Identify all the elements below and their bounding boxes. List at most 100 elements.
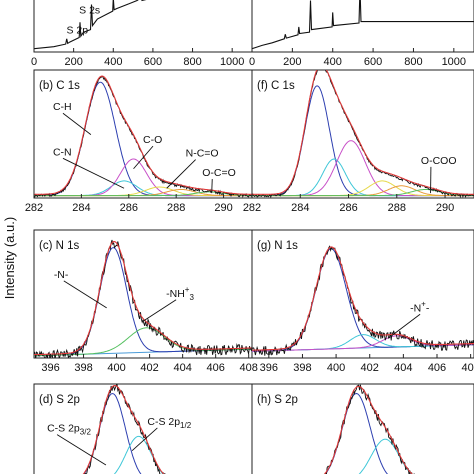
fit-peak	[252, 180, 474, 197]
peak-annotation: N-C=O	[186, 148, 219, 160]
annotation-subscript: 3	[189, 293, 194, 302]
fit-envelope	[252, 246, 474, 351]
x-tick-label: 396	[260, 362, 278, 374]
x-tick-label: 288	[167, 202, 185, 214]
x-tick-label: 200	[64, 56, 82, 68]
measured-spectrum	[83, 384, 166, 474]
fit-envelope	[323, 385, 413, 474]
x-tick-label: 396	[41, 362, 59, 374]
annotation-text: S 2s	[79, 5, 100, 17]
peak-annotation: O-COO	[421, 155, 457, 167]
x-tick-label: 406	[206, 362, 224, 374]
peak-annotation: C-H	[53, 101, 72, 113]
panel-e: 0 200 400 600 800 1000	[249, 0, 474, 68]
fit-peak	[34, 247, 252, 357]
fit-envelope	[34, 75, 252, 195]
panel-title: (d) S 2p	[39, 394, 80, 406]
x-tick-label: 400	[324, 56, 342, 68]
peak-annotation: C-S 2p3/2	[47, 423, 91, 437]
fit-peak	[358, 438, 412, 474]
annotation-arrow	[166, 159, 196, 189]
peak-annotation: -N-	[54, 269, 69, 281]
panel-h: (h) S 2p	[251, 383, 474, 474]
annotation-subscript: 3/2	[80, 428, 92, 437]
x-tick-label: 282	[25, 202, 43, 214]
annotation-text: C-H	[53, 101, 72, 113]
x-tick-label: 286	[120, 202, 138, 214]
annotation-superscript: +	[421, 299, 426, 308]
peak-annotation: C-S 2p1/2	[147, 416, 191, 430]
panel-c: 396 398 400 402 404 406 408 (c) N 1s -N- -NH+3	[33, 229, 258, 374]
x-tick-label: 290	[436, 202, 454, 214]
panel-frame	[251, 383, 474, 474]
x-tick-label: 600	[144, 56, 162, 68]
fit-peak	[252, 85, 474, 197]
fit-peak	[324, 392, 388, 474]
panel-title: (h) S 2p	[257, 394, 298, 406]
survey-spectrum	[34, 0, 147, 50]
annotation-text: O-C=O	[202, 167, 236, 179]
peak-annotation: O-C=O	[202, 167, 236, 179]
panel-title: (f) C 1s	[257, 80, 295, 92]
panel-b: 282 284 286 288 290 (b) C 1s C-H C-N C-O N-C=O O-C…	[25, 69, 253, 214]
annotation-text: C-O	[143, 134, 162, 146]
x-tick-label: 400	[107, 362, 125, 374]
fit-peak	[113, 435, 164, 474]
x-tick-label: 406	[428, 362, 446, 374]
peak-annotation: S 2s	[79, 5, 100, 17]
annotation-text: C-S 2p	[147, 416, 180, 428]
panel-title: (g) N 1s	[257, 240, 298, 252]
x-tick-label: 288	[388, 202, 406, 214]
x-tick-label: 408	[240, 362, 258, 374]
fit-envelope	[252, 70, 474, 195]
x-tick-label: 284	[291, 202, 309, 214]
annotation-arrow	[211, 179, 213, 194]
annotation-text: N-C=O	[186, 148, 219, 160]
annotation-text: C-S 2p	[47, 423, 80, 435]
x-tick-label: 398	[74, 362, 92, 374]
peak-annotation: S 2p	[67, 25, 89, 37]
annotation-arrow	[391, 313, 421, 337]
x-tick-label: 0	[249, 56, 255, 68]
annotation-arrow	[131, 427, 158, 452]
annotation-superscript: +	[185, 285, 190, 294]
x-tick-label: 800	[183, 56, 201, 68]
x-tick-label: 290	[214, 202, 232, 214]
x-tick-label: 402	[361, 362, 379, 374]
x-tick-label: 1000	[220, 56, 244, 68]
survey-spectrum	[252, 0, 474, 50]
annotation-arrow	[133, 145, 154, 170]
x-tick-label: 284	[72, 202, 90, 214]
annotation-subscript: 1/2	[180, 421, 192, 430]
measured-spectrum	[34, 239, 252, 358]
x-tick-label: 800	[404, 56, 422, 68]
panel-frame	[251, 229, 474, 359]
panel-frame	[251, 69, 474, 199]
annotation-arrow	[142, 299, 177, 322]
x-tick-label: 402	[140, 362, 158, 374]
x-tick-label: 404	[394, 362, 412, 374]
annotation-text: S 2p	[67, 25, 89, 37]
x-tick-label: 400	[104, 56, 122, 68]
panel-g: 396 398 400 402 404 406 408 (g) N 1s -N+-	[251, 229, 474, 374]
x-tick-label: 282	[243, 202, 261, 214]
annotation-arrow	[62, 157, 125, 189]
panel-f: 282 284 286 288 290 (f) C 1s O-COO	[243, 69, 474, 214]
measured-spectrum	[252, 245, 474, 356]
peak-annotation: C-O	[143, 134, 162, 146]
x-tick-label: 400	[327, 362, 345, 374]
annotation-suffix: -	[426, 302, 430, 314]
annotation-arrow	[56, 434, 107, 466]
measured-spectrum	[324, 384, 415, 474]
fit-peak	[252, 248, 474, 352]
annotation-arrow	[62, 112, 92, 135]
peak-annotation: -N+-	[410, 299, 430, 314]
y-axis-label: Intensity (a.u.)	[2, 217, 17, 299]
x-tick-label: 398	[293, 362, 311, 374]
panel-title: (c) N 1s	[39, 240, 80, 252]
annotation-arrow	[63, 280, 107, 309]
x-tick-label: 600	[364, 56, 382, 68]
